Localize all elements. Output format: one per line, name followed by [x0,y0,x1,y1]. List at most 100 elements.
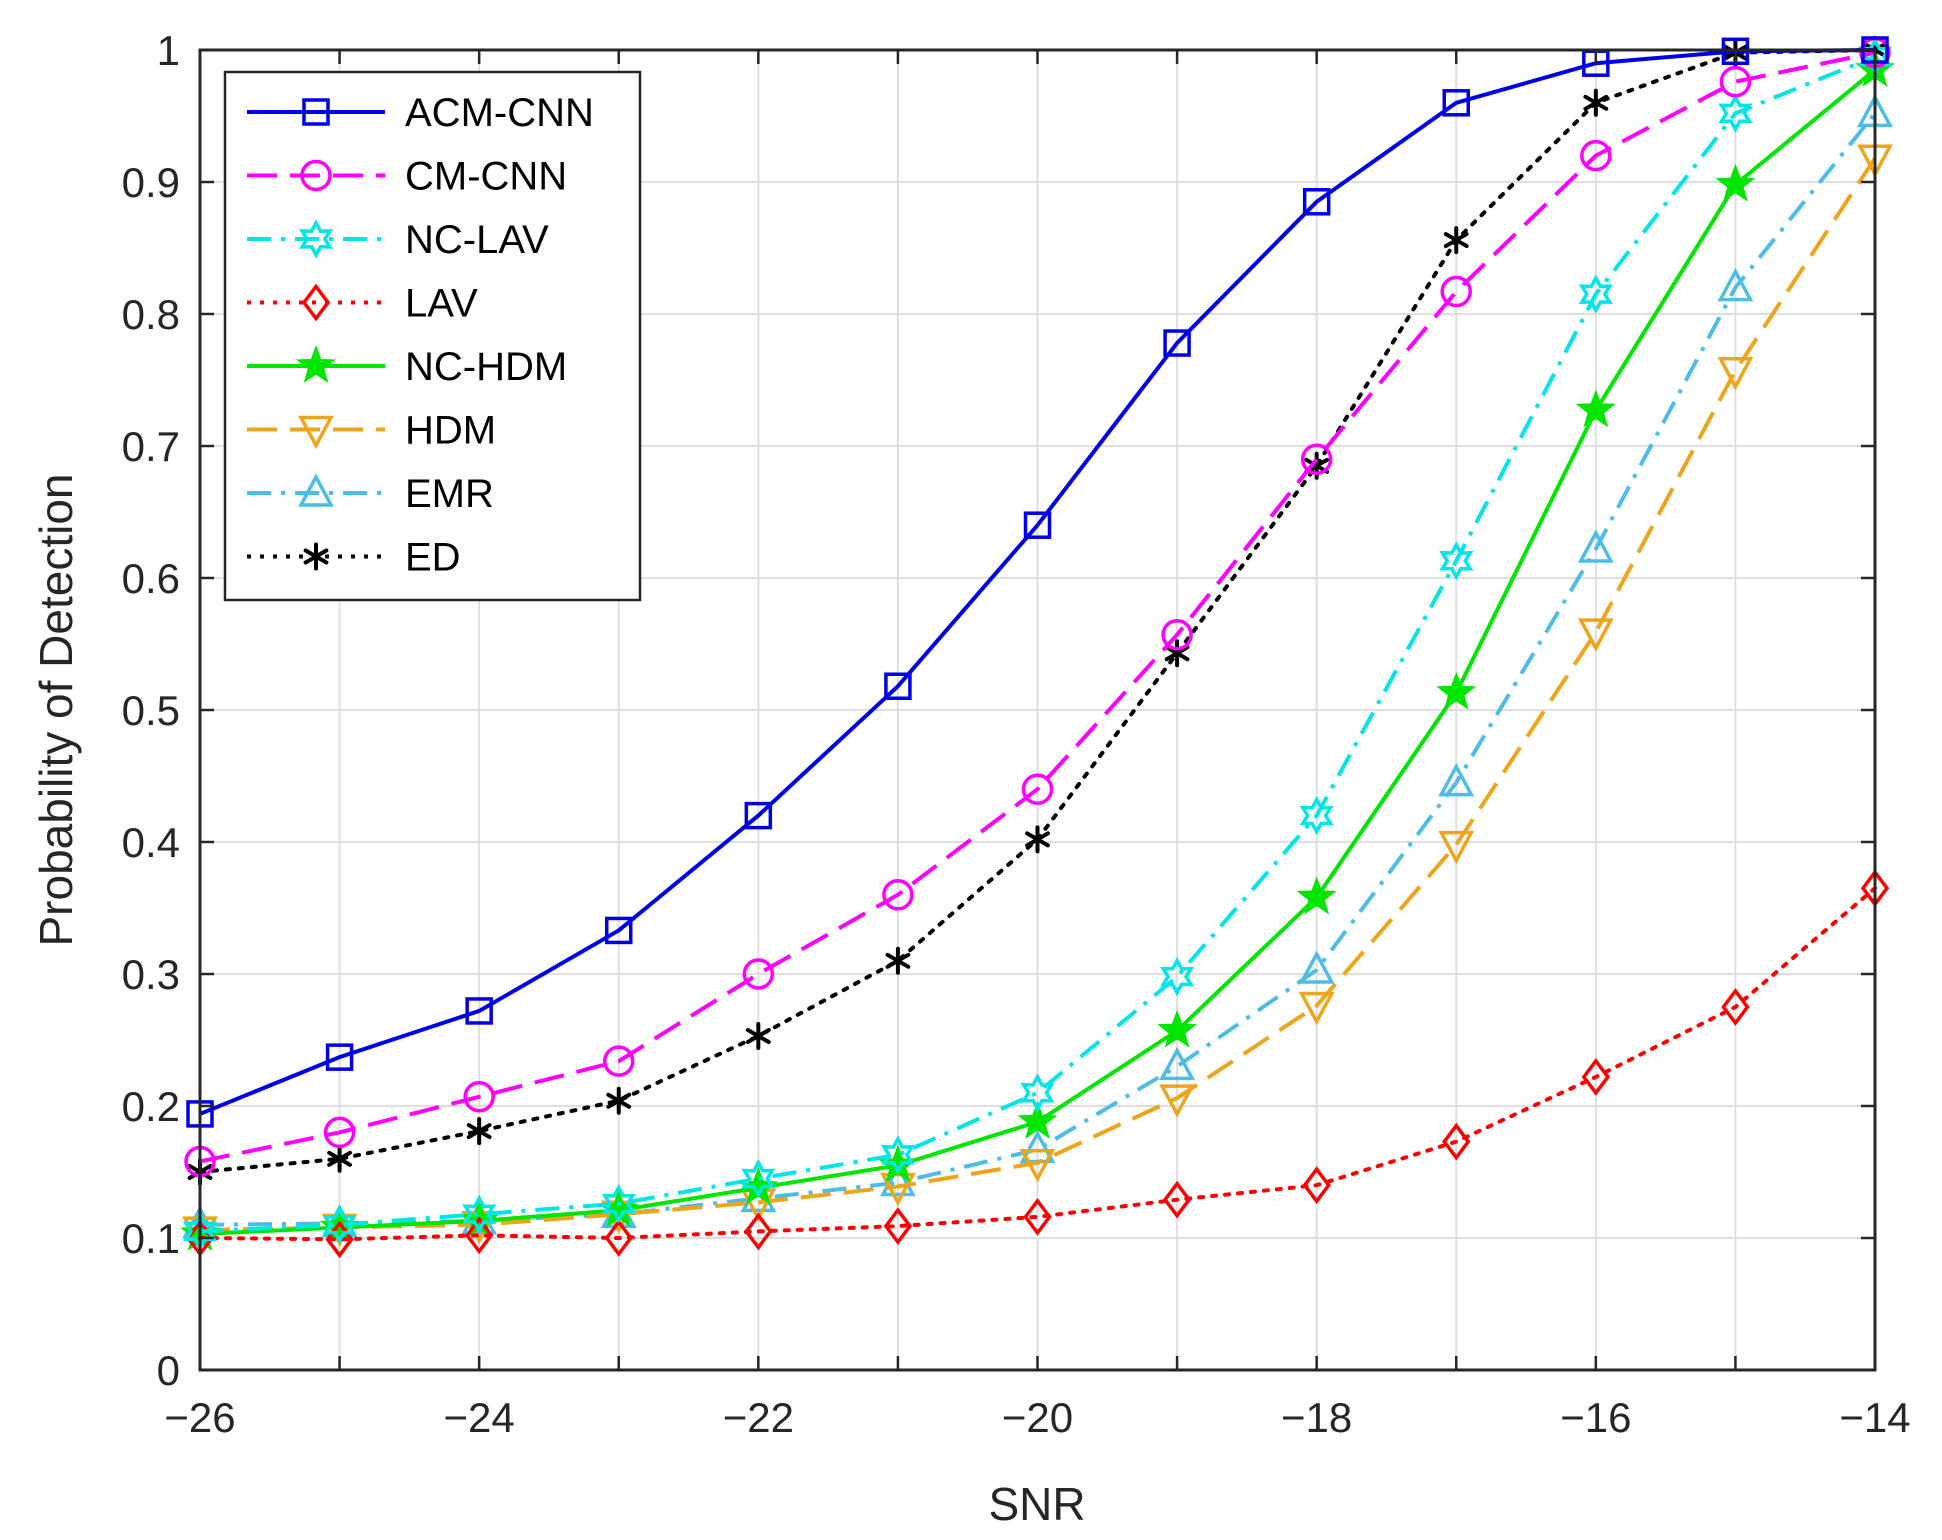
data-point-cm-cnn [1719,65,1752,98]
legend-item-lav: LAV [247,282,478,326]
data-point-nc-lav [880,1135,915,1175]
data-point-acm-cnn [884,672,912,700]
data-point-ed [466,1117,492,1146]
data-point-ed [1583,88,1609,117]
data-point-acm-cnn [1442,89,1470,117]
data-point-hdm [1159,1084,1196,1118]
data-point-acm-cnn [325,1043,354,1071]
data-point-lav [1581,1058,1611,1096]
data-point-cm-cnn [323,1116,356,1149]
data-point-ed [327,1144,352,1173]
legend-item-ed: ED [247,536,461,580]
data-point-lav [464,1216,494,1255]
data-point-nc-lav [322,1205,357,1245]
legend-marker [303,542,329,571]
data-point-emr [1298,950,1335,984]
data-point-hdm [1577,618,1614,652]
x-axis-title: SNR [988,1478,1085,1530]
data-point-nc-lav [1718,93,1753,134]
data-point-lav [1162,1180,1192,1219]
x-tick-label: −24 [444,1394,515,1441]
x-tick-label: −20 [1002,1394,1073,1441]
data-point-cm-cnn [1161,619,1193,651]
legend: ACM-CNN CM-CNN NC-LAV LAV NC-HDM HDM EMR ED [223,70,642,602]
legend-item-cm-cnn: CM-CNN [247,155,567,199]
legend-label: EMR [405,472,494,516]
data-point-nc-hdm [1157,1009,1197,1048]
legend-label: LAV [405,282,478,326]
data-point-cm-cnn [1440,275,1472,308]
y-tick-label: 0.4 [122,819,180,866]
legend-label: HDM [405,409,496,453]
legend-marker [300,159,332,192]
data-point-nc-lav [1160,956,1195,997]
x-tick-label: −18 [1281,1394,1352,1441]
data-point-lav [1442,1122,1471,1161]
data-point-acm-cnn [1023,511,1052,539]
data-point-hdm [1438,830,1475,865]
data-point-emr [1717,267,1754,302]
data-point-acm-cnn [605,916,633,945]
data-point-nc-lav [1439,541,1474,581]
legend-label: NC-HDM [405,345,567,389]
data-point-lav [1302,1166,1331,1205]
data-point-nc-hdm [1715,163,1756,202]
data-point-cm-cnn [1580,139,1612,172]
data-point-emr [1438,762,1475,797]
y-tick-label: 1 [157,27,180,74]
y-tick-label: 0.2 [122,1083,180,1130]
data-point-cm-cnn [603,1045,635,1077]
data-point-nc-lav [741,1158,776,1199]
legend-item-hdm: HDM [247,409,496,453]
data-point-lav [744,1212,773,1251]
data-point-acm-cnn [744,801,773,830]
series-line-lav [198,886,1877,1242]
y-tick-label: 0.8 [122,291,180,338]
series-line-nc-lav [199,54,1876,1234]
data-point-emr [1577,529,1614,563]
legend-marker [302,98,330,126]
data-point-cm-cnn [1300,443,1333,475]
y-tick-label: 0.3 [122,951,180,998]
y-tick-label: 0.6 [122,555,180,602]
data-point-emr [1159,1046,1196,1081]
data-point-acm-cnn [465,997,493,1025]
x-tick-label: −16 [1560,1394,1631,1441]
series-layer [180,36,1895,1259]
data-point-cm-cnn [1021,773,1054,805]
data-point-nc-lav [462,1194,497,1234]
series-ed [187,36,1888,1186]
legend-label: NC-LAV [405,218,549,262]
data-point-ed [1443,226,1469,255]
data-point-nc-hdm [1017,1100,1058,1139]
data-point-nc-lav [601,1184,636,1224]
data-point-hdm [1298,991,1335,1026]
x-tick-label: −26 [164,1394,235,1441]
data-point-nc-lav [1020,1073,1055,1113]
legend-label: ED [405,536,461,580]
data-point-ed [745,1022,771,1051]
legend-marker [296,345,336,383]
data-point-lav [604,1219,633,1257]
data-point-ed [1025,825,1050,854]
data-point-lav [1023,1197,1052,1236]
data-point-acm-cnn [1163,329,1191,357]
legend-marker [298,415,334,450]
y-tick-label: 0.5 [122,687,180,734]
data-point-ed [885,946,911,975]
series-line-cm-cnn [199,50,1876,1164]
data-point-nc-hdm [1575,389,1616,428]
axis-ticks [198,48,1877,1372]
data-point-cm-cnn [742,958,775,990]
x-tick-label: −14 [1839,1394,1910,1441]
legend-item-nc-lav: NC-LAV [247,218,549,262]
y-tick-label: 0.1 [122,1215,180,1262]
legend-label: ACM-CNN [405,91,594,135]
data-point-hdm [1019,1149,1056,1183]
data-point-nc-lav [1578,274,1613,314]
legend-marker [301,283,331,322]
legend-marker [298,473,334,507]
y-tick-label: 0 [157,1347,180,1394]
y-tick-label: 0.9 [122,159,180,206]
